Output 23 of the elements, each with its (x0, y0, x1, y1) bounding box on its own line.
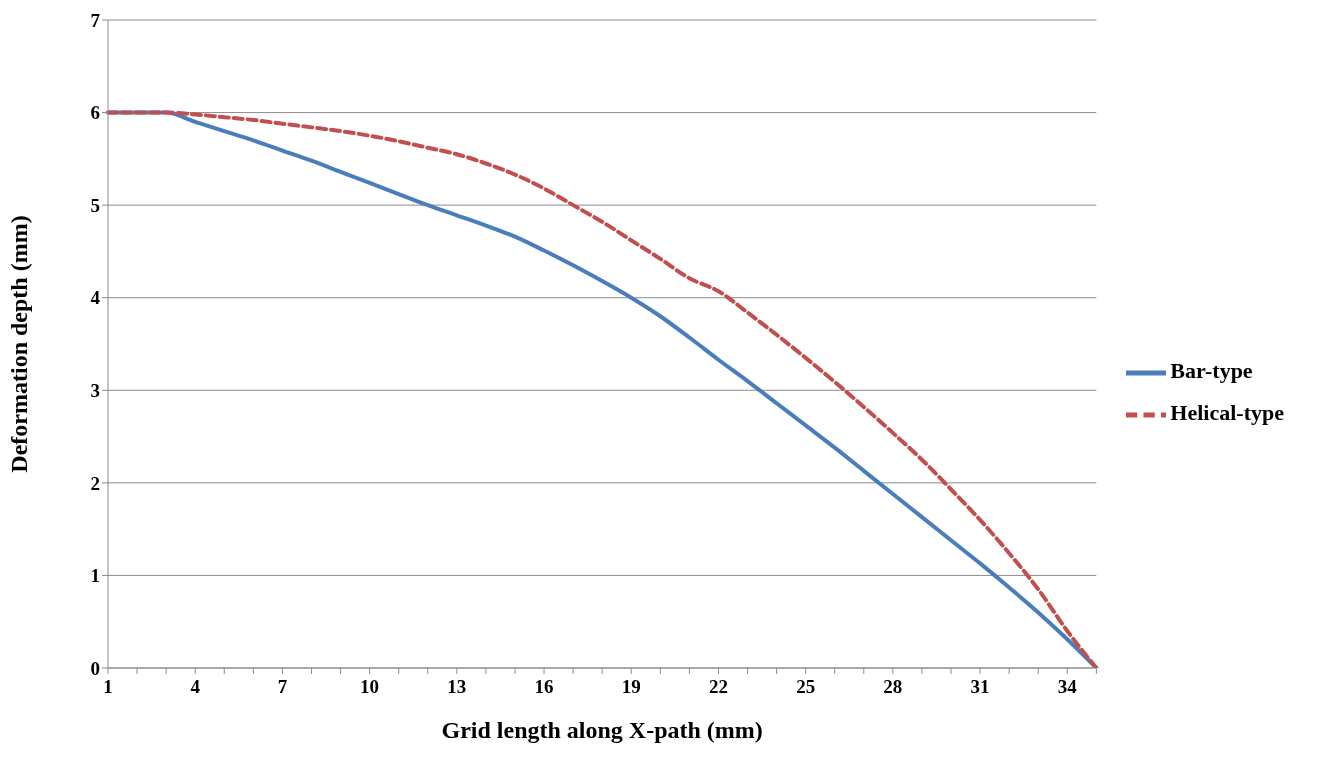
y-tick-label: 6 (90, 102, 100, 124)
y-tick-label: 2 (90, 472, 100, 494)
legend-label: Helical-type (1170, 400, 1284, 425)
x-tick-label: 10 (360, 676, 380, 698)
x-tick-label: 34 (1057, 676, 1078, 698)
x-tick-label: 4 (190, 676, 201, 698)
x-tick-label: 22 (708, 676, 728, 698)
x-tick-label: 31 (970, 676, 990, 698)
y-tick-label: 7 (90, 9, 101, 31)
x-tick-label: 16 (534, 676, 554, 698)
y-tick-label: 5 (90, 194, 100, 216)
x-tick-label: 25 (796, 676, 816, 698)
x-tick-label: 28 (883, 676, 903, 698)
y-tick-label: 4 (90, 287, 101, 309)
x-tick-label: 13 (447, 676, 467, 698)
y-axis-title: Deformation depth (mm) (5, 215, 32, 473)
x-axis-title: Grid length along X-path (mm) (441, 717, 763, 743)
x-tick-label: 19 (621, 676, 641, 698)
y-tick-label: 0 (90, 657, 100, 679)
y-tick-label: 1 (90, 565, 100, 587)
x-tick-label: 7 (277, 676, 288, 698)
legend-label: Bar-type (1170, 358, 1253, 384)
y-tick-label: 3 (90, 380, 100, 402)
